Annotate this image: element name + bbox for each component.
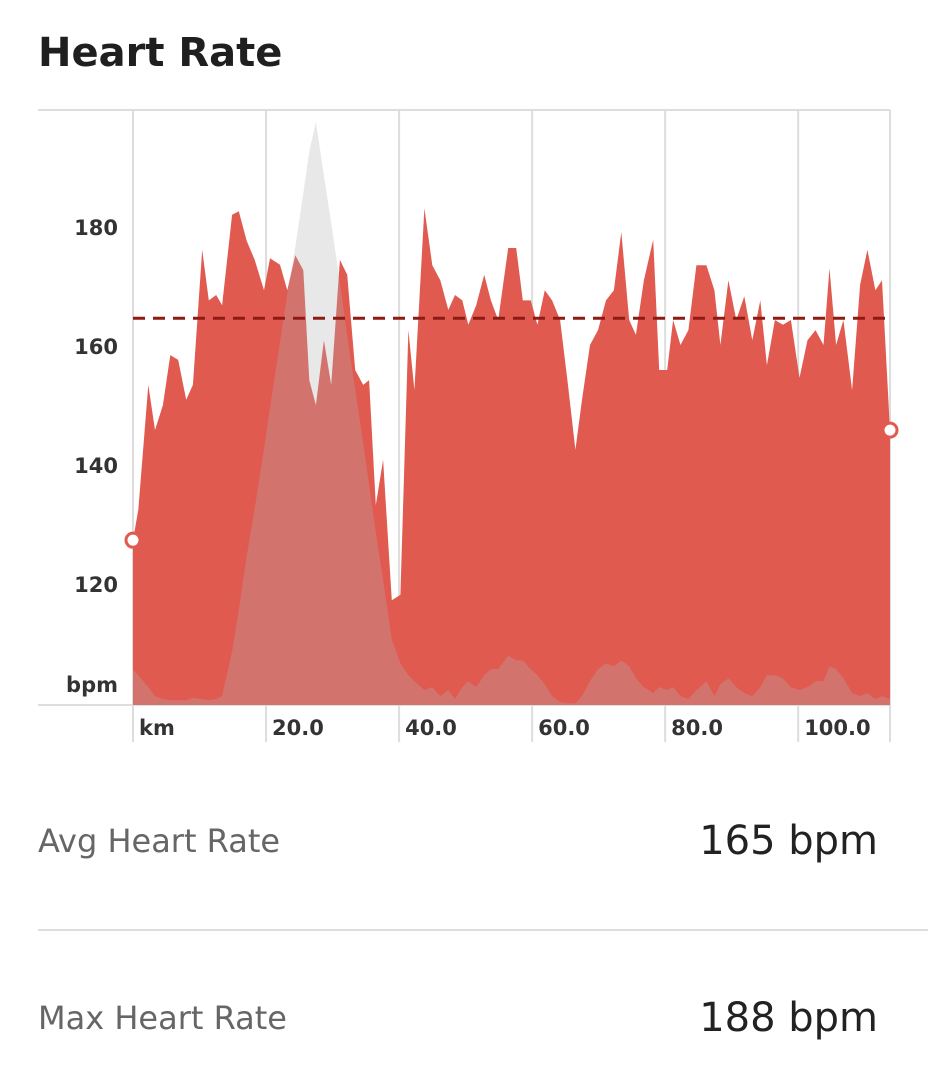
stat-value: 188 bpm bbox=[699, 995, 878, 1041]
title: Heart Rate bbox=[38, 30, 282, 76]
elevation-area bbox=[133, 121, 890, 705]
y-tick-label: 180 bbox=[74, 216, 118, 240]
stat-label: Max Heart Rate bbox=[38, 999, 287, 1037]
x-tick-label: 100.0 bbox=[804, 716, 870, 740]
y-axis-label: bpm bbox=[66, 673, 118, 697]
x-tick-label: 60.0 bbox=[538, 716, 590, 740]
heart-rate-area bbox=[133, 208, 890, 705]
x-tick-label: km bbox=[139, 716, 175, 740]
stat-label: Avg Heart Rate bbox=[38, 822, 280, 860]
x-tick-label: 40.0 bbox=[405, 716, 457, 740]
stat-value: 165 bpm bbox=[699, 818, 878, 864]
x-tick-label: 20.0 bbox=[272, 716, 324, 740]
y-tick-label: 140 bbox=[74, 454, 118, 478]
x-tick-label: 80.0 bbox=[671, 716, 723, 740]
endpoint-marker bbox=[881, 421, 899, 439]
plot: km 20.0 40.0 60.0 80.0 100.0 120 140 160 180 bpm bbox=[66, 110, 899, 742]
endpoint-marker bbox=[124, 531, 142, 549]
y-tick-label: 120 bbox=[74, 573, 118, 597]
y-tick-label: 160 bbox=[74, 335, 118, 359]
